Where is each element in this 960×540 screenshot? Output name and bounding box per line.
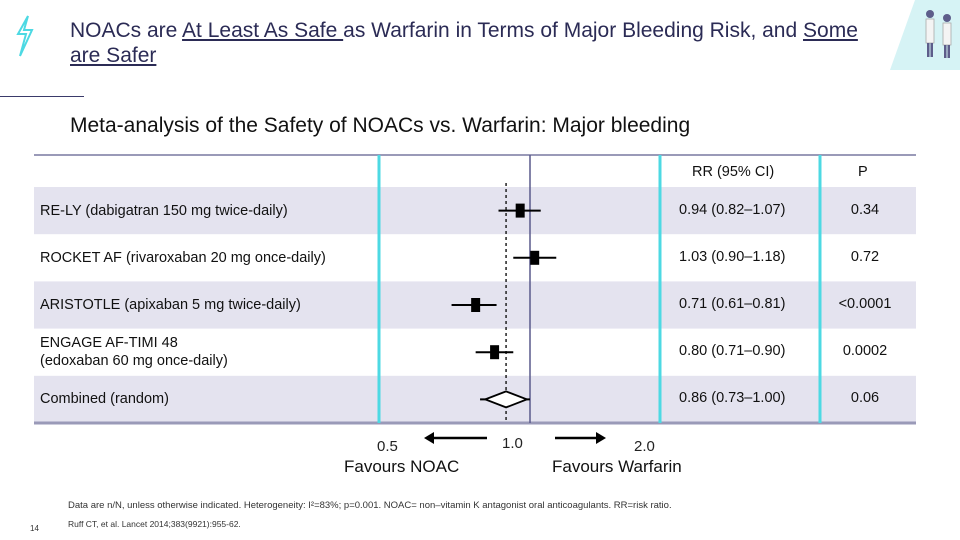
study-label-line: Combined (random) (40, 391, 169, 408)
header-p: P (858, 164, 868, 180)
chart-title: Meta-analysis of the Safety of NOACs vs.… (70, 114, 691, 137)
p-value: 0.0002 (842, 343, 888, 360)
study-label: ROCKET AF (rivaroxaban 20 mg once-daily) (40, 249, 326, 267)
favours-noac-arrowhead (424, 432, 434, 444)
study-label-line: (edoxaban 60 mg once-daily) (40, 353, 228, 370)
rr-ci-value: 1.03 (0.90–1.18) (679, 248, 786, 265)
point-estimate-square (490, 345, 500, 360)
favours-warfarin-arrowhead (596, 432, 606, 444)
x-tick-1-0: 1.0 (502, 435, 523, 452)
study-label-line: RE-LY (dabigatran 150 mg twice-daily) (40, 202, 288, 219)
study-label-line: ROCKET AF (rivaroxaban 20 mg once-daily) (40, 249, 326, 266)
slide-title: NOACs are At Least As Safe as Warfarin i… (70, 19, 858, 67)
study-label-line: ENGAGE AF-TIMI 48 (40, 335, 178, 352)
point-estimate-square (530, 250, 540, 265)
underline-at-least-as-safe: At Least As Safe (182, 19, 344, 42)
rr-ci-value: 0.86 (0.73–1.00) (679, 390, 786, 407)
row-band (34, 375, 916, 423)
favours-noac-label: Favours NOAC (344, 457, 460, 476)
p-value: 0.72 (850, 248, 880, 265)
study-label: RE-LY (dabigatran 150 mg twice-daily) (40, 202, 288, 220)
x-tick-2-0: 2.0 (634, 438, 655, 455)
study-label: ARISTOTLE (apixaban 5 mg twice-daily) (40, 296, 301, 314)
point-estimate-square (471, 298, 481, 312)
study-label: ENGAGE AF-TIMI 48 (edoxaban 60 mg once-da… (40, 334, 228, 370)
pooled-estimate-diamond (482, 390, 530, 409)
underline-some-are-safer: Some are Safer (70, 19, 858, 67)
p-value: 0.34 (850, 201, 880, 218)
reference: Ruff CT, et al. Lancet 2014;383(9921):95… (68, 519, 241, 529)
page-number: 14 (30, 524, 39, 533)
rr-ci-value: 0.94 (0.82–1.07) (679, 201, 786, 218)
row-band (34, 187, 916, 235)
brand-bolt-logo (16, 15, 34, 57)
footnote: Data are n/N, unless otherwise indicated… (68, 500, 672, 511)
p-value: <0.0001 (838, 296, 892, 312)
rr-ci-value: 0.71 (0.61–0.81) (679, 296, 786, 312)
x-tick-0-5: 0.5 (377, 438, 398, 455)
p-value: 0.06 (850, 390, 880, 407)
header-rr: RR (95% CI) (692, 164, 775, 180)
clinicians-illustration-icon (890, 0, 960, 70)
study-label: Combined (random) (40, 390, 169, 408)
title-divider (0, 96, 84, 97)
favours-warfarin-label: Favours Warfarin (552, 457, 682, 476)
rr-ci-value: 0.80 (0.71–0.90) (679, 343, 786, 360)
point-estimate-square (515, 203, 525, 218)
study-label-line: ARISTOTLE (apixaban 5 mg twice-daily) (40, 297, 301, 313)
